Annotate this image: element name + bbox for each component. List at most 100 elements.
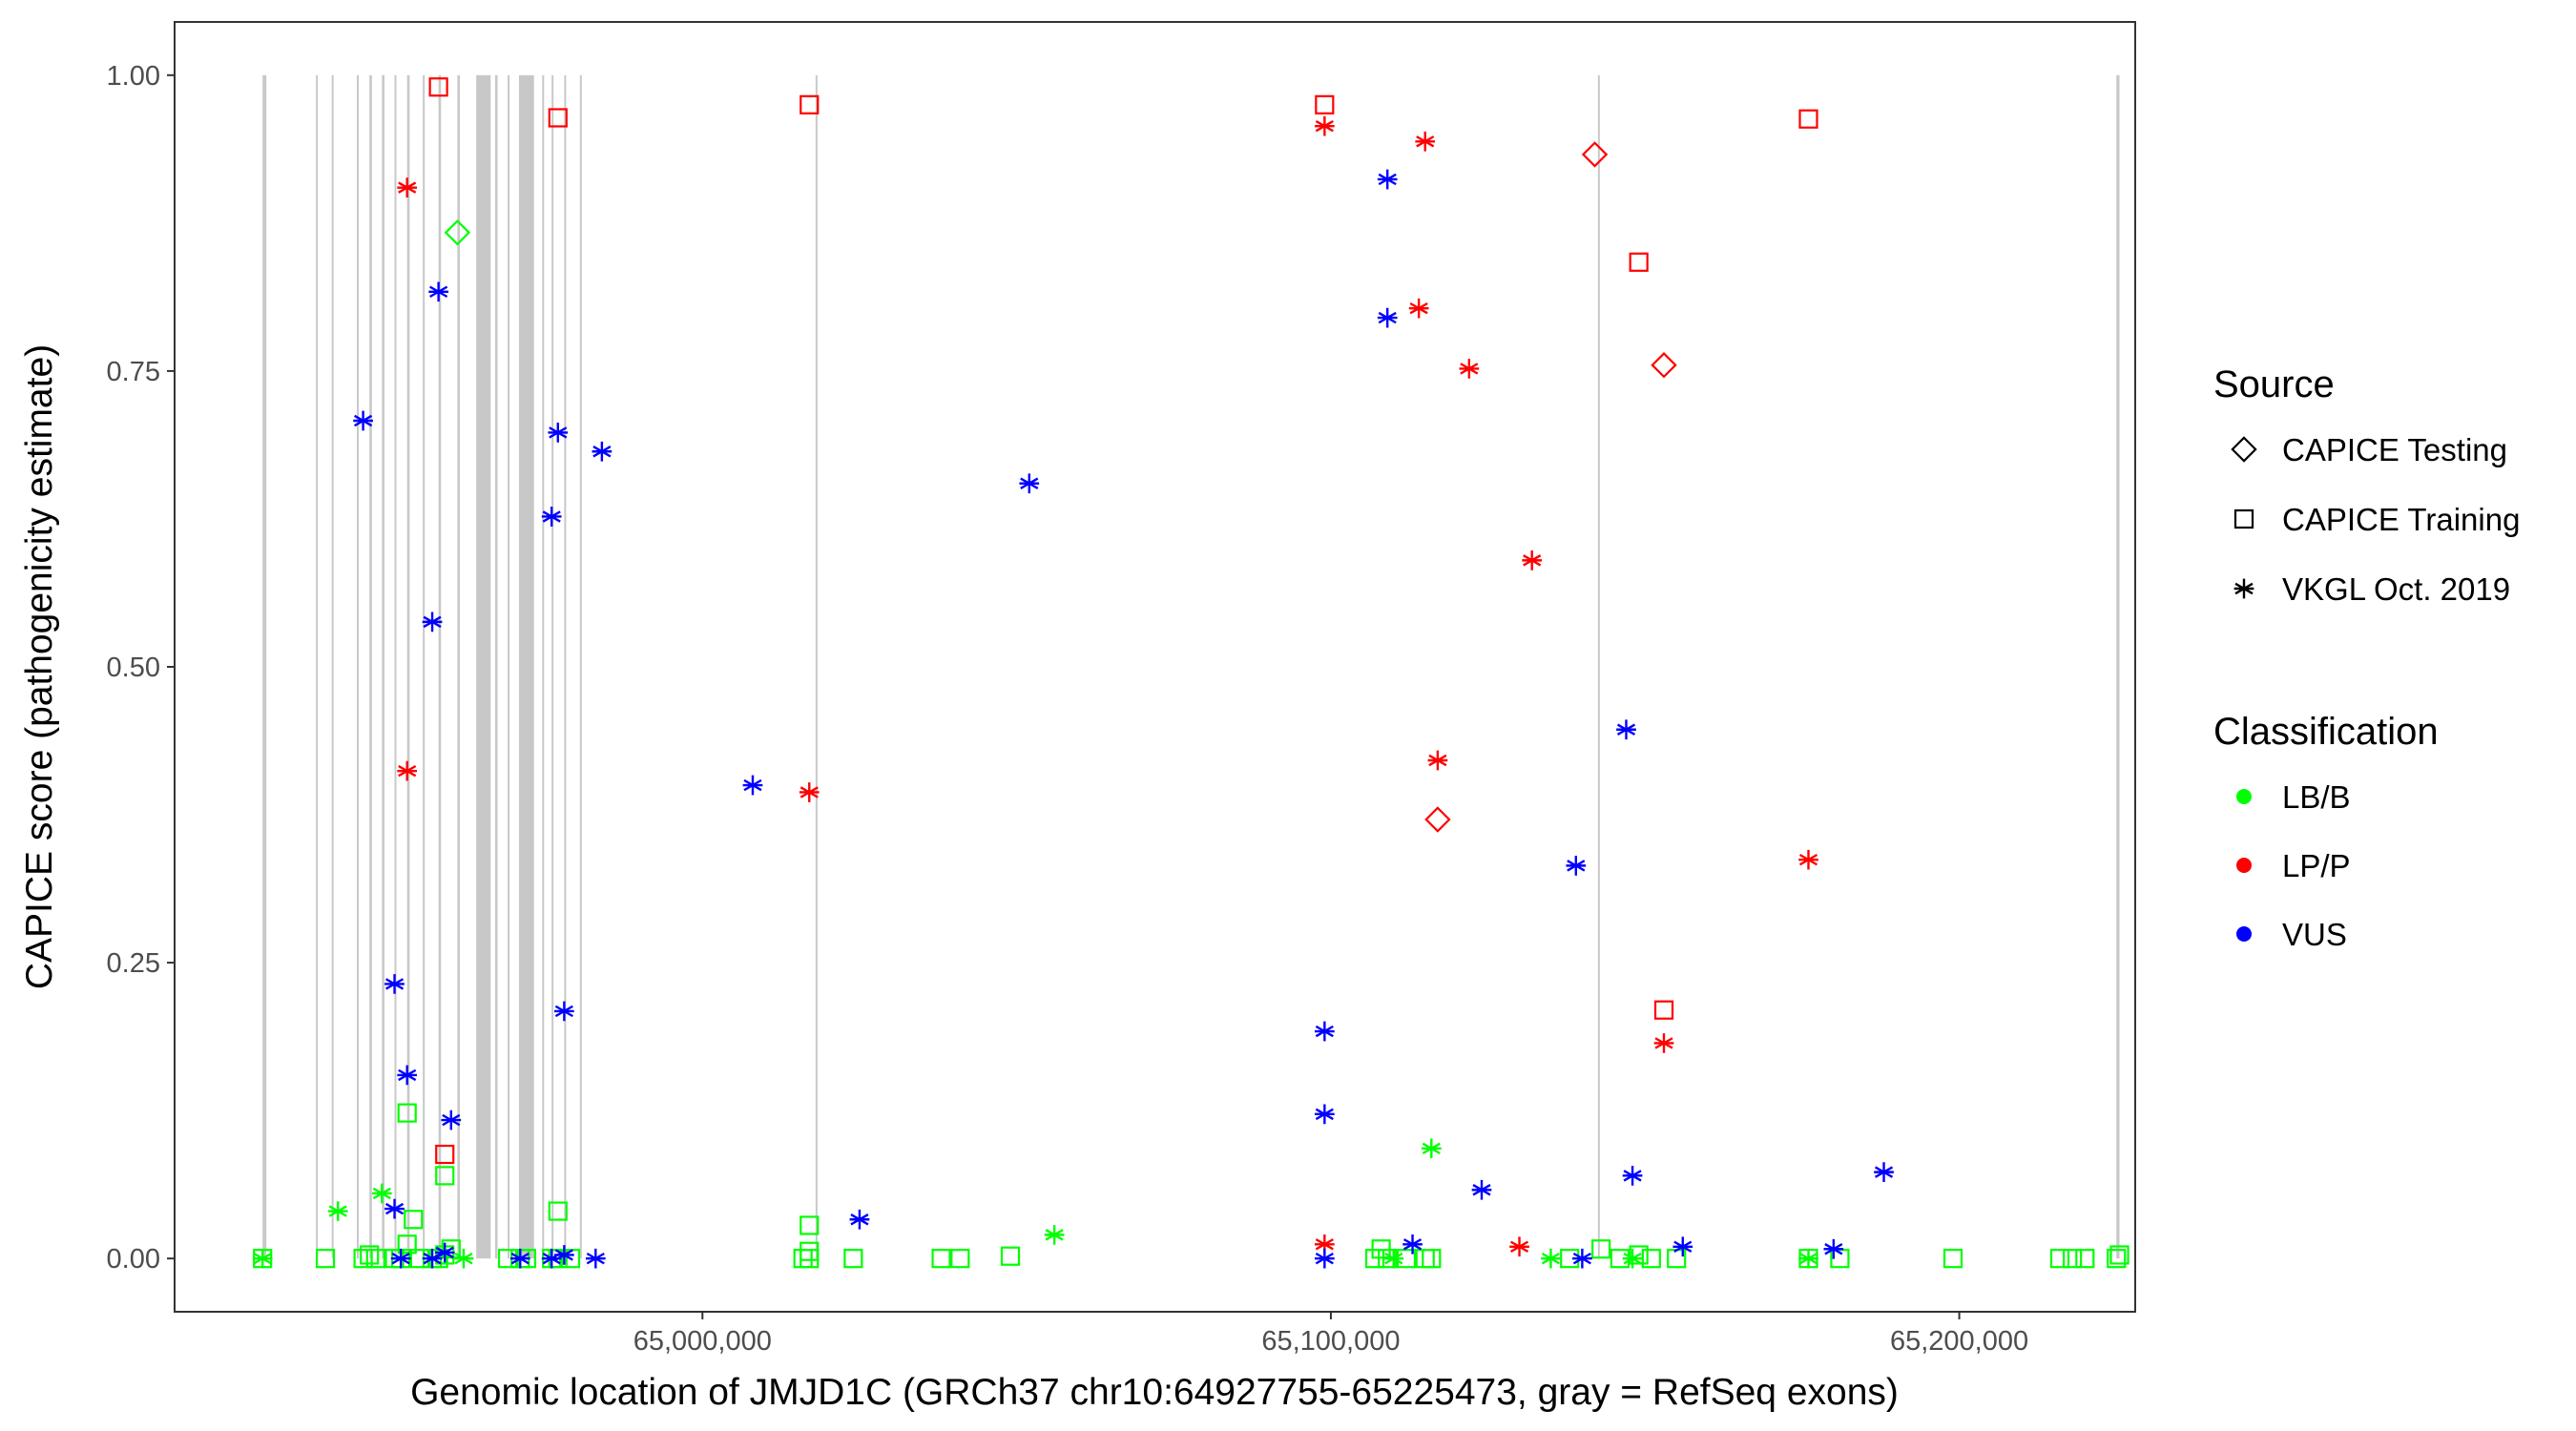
data-point	[1629, 1245, 1649, 1265]
data-point	[2107, 1249, 2127, 1269]
data-point	[799, 782, 820, 802]
exon-band	[551, 74, 554, 1259]
legend-color-dot	[2236, 926, 2252, 942]
data-point	[1383, 1248, 1404, 1269]
exon-band	[2116, 74, 2120, 1259]
data-point	[1415, 1249, 1435, 1269]
data-point	[1823, 1238, 1844, 1259]
data-point	[422, 612, 443, 633]
data-point	[1672, 1236, 1693, 1257]
data-point	[390, 1248, 411, 1269]
legend-classification-title: Classification	[2213, 711, 2439, 753]
data-point	[541, 507, 562, 527]
x-tick-label: 65,100,000	[1261, 1326, 1400, 1357]
exon-band	[369, 74, 372, 1259]
legend-classification-label: LP/P	[2282, 848, 2351, 883]
data-point	[548, 108, 568, 128]
exon-band	[357, 74, 359, 1259]
data-point	[1566, 856, 1587, 876]
data-point	[1422, 1249, 1442, 1269]
exon-band	[508, 74, 510, 1259]
data-point	[592, 441, 613, 462]
y-tick-label: 1.00	[107, 61, 160, 92]
data-point	[1798, 109, 1818, 129]
legend-shape-asterisk	[2233, 578, 2254, 599]
data-point	[441, 1110, 462, 1130]
data-point	[1402, 1234, 1423, 1255]
exon-band	[438, 74, 442, 1259]
data-point	[2063, 1249, 2083, 1269]
data-point	[353, 1249, 373, 1269]
data-point	[444, 219, 471, 246]
data-point	[372, 1183, 392, 1204]
data-point	[428, 281, 448, 302]
exon-band	[476, 74, 491, 1259]
data-point	[509, 1248, 530, 1269]
data-point	[1591, 1239, 1611, 1259]
data-point	[384, 974, 405, 994]
data-point	[1651, 352, 1677, 379]
data-point	[434, 1242, 455, 1263]
data-point	[1314, 1248, 1335, 1269]
legend-source-label: CAPICE Training	[2282, 502, 2520, 537]
data-point	[353, 410, 373, 431]
legend-shape-square	[2233, 508, 2254, 529]
data-point	[849, 1209, 870, 1230]
data-point	[1396, 1249, 1417, 1269]
legend-source-label: VKGL Oct. 2019	[2282, 571, 2510, 607]
data-point	[950, 1249, 970, 1269]
y-tick-label: 0.75	[107, 357, 160, 387]
legend-shape-diamond	[2231, 436, 2257, 463]
data-point	[1044, 1225, 1065, 1245]
scatter-points	[252, 77, 2129, 1269]
data-point	[428, 77, 448, 97]
data-point	[1616, 719, 1636, 740]
data-point	[560, 1249, 581, 1269]
data-point	[1622, 1248, 1643, 1269]
exon-band	[406, 74, 410, 1259]
x-tick-label: 65,200,000	[1890, 1326, 2028, 1357]
data-point	[1522, 550, 1543, 570]
data-point	[1314, 1234, 1335, 1255]
data-point	[1377, 169, 1398, 190]
data-point	[435, 1166, 455, 1186]
data-point	[1377, 307, 1398, 328]
exon-band	[564, 74, 567, 1259]
data-point	[548, 423, 569, 443]
data-point	[397, 1065, 418, 1086]
data-point	[1622, 1166, 1643, 1186]
data-point	[1424, 806, 1451, 833]
data-point	[1653, 1033, 1674, 1053]
data-point	[360, 1245, 380, 1265]
data-point	[1314, 1021, 1335, 1042]
data-point	[252, 1248, 273, 1269]
data-point	[1000, 1246, 1021, 1266]
exon-band	[423, 74, 426, 1259]
data-point	[742, 775, 763, 796]
data-point	[1459, 359, 1480, 379]
data-point	[1427, 750, 1448, 771]
y-tick-label: 0.25	[107, 948, 160, 979]
data-point	[404, 1210, 424, 1230]
data-point	[1629, 252, 1649, 272]
exon-band	[579, 74, 582, 1259]
data-point	[441, 1239, 461, 1259]
data-point	[554, 1001, 574, 1022]
data-point	[435, 1144, 455, 1165]
exon-band	[542, 74, 545, 1259]
data-point	[2075, 1249, 2095, 1269]
data-point	[384, 1198, 405, 1219]
data-point	[1471, 1179, 1492, 1200]
legend: Source CAPICE Testing CAPICE Training VKGL…	[2213, 363, 2520, 952]
legend-classification-label: LB/B	[2282, 779, 2351, 815]
data-point	[1641, 1249, 1661, 1269]
data-point	[1541, 1248, 1561, 1269]
data-point	[1421, 1138, 1442, 1159]
data-point	[548, 1201, 568, 1221]
y-axis: 0.00 0.25 0.50 0.75 1.00	[107, 61, 175, 1275]
y-axis-title: CAPICE score (pathogenicity estimate)	[19, 344, 60, 989]
data-point	[793, 1249, 813, 1269]
data-point	[1509, 1236, 1529, 1257]
legend-color-dot	[2236, 789, 2252, 804]
